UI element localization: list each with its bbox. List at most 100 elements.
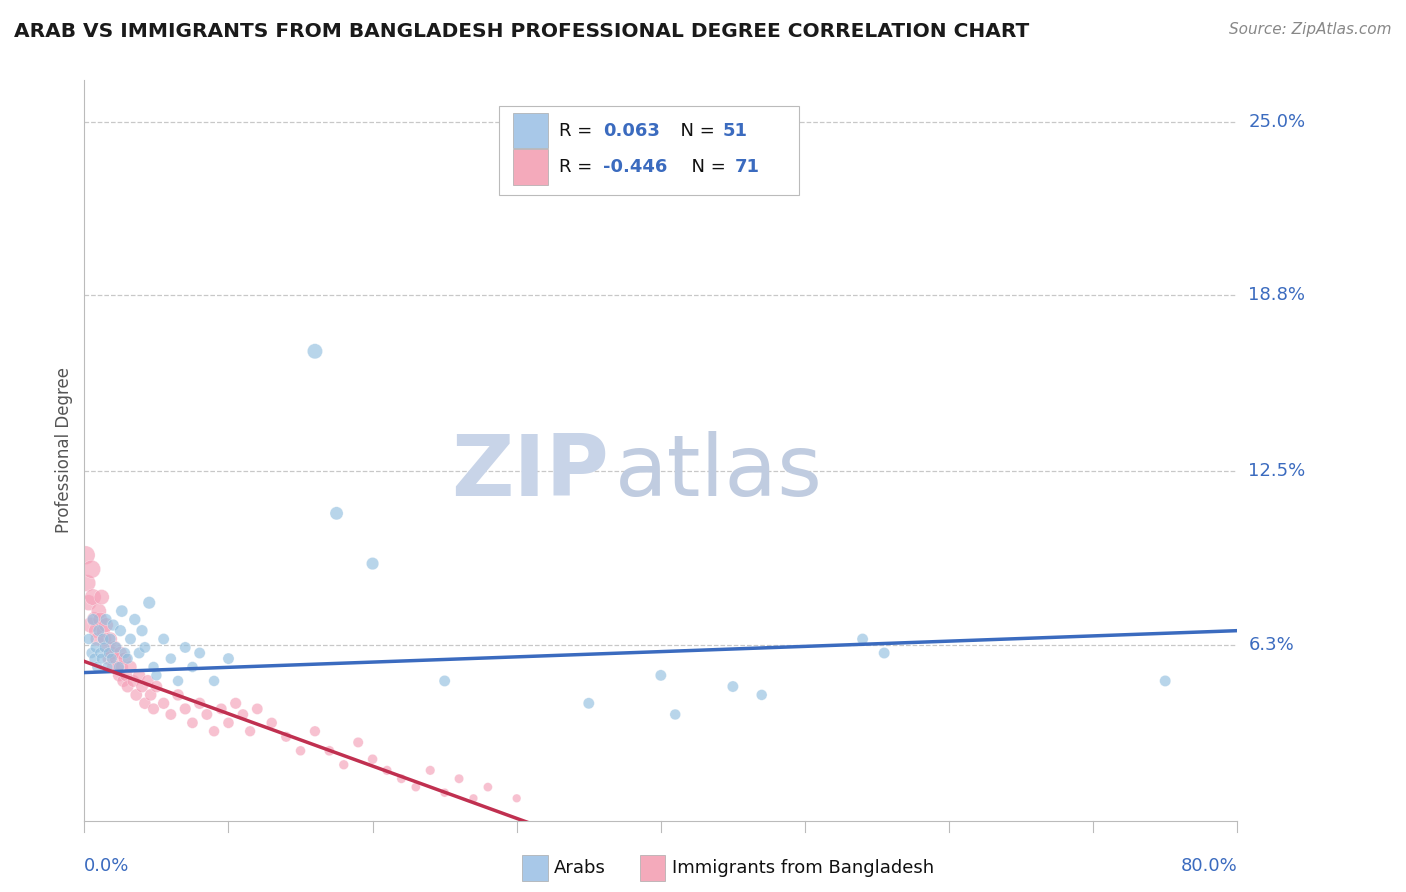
Point	[325, 506, 347, 520]
Point	[181, 715, 204, 730]
Point	[650, 668, 672, 682]
Point	[375, 764, 398, 778]
Point	[239, 724, 262, 739]
Point	[110, 646, 132, 660]
Text: 0.063: 0.063	[603, 121, 659, 140]
Point	[110, 624, 132, 638]
Point	[181, 660, 204, 674]
Point	[114, 651, 136, 665]
Point	[97, 646, 120, 660]
Point	[852, 632, 875, 646]
Text: -0.446: -0.446	[603, 158, 668, 176]
Point	[506, 791, 529, 805]
Point	[128, 646, 150, 660]
Point	[105, 651, 128, 665]
Point	[108, 668, 131, 682]
Point	[100, 646, 122, 660]
Point	[122, 673, 145, 688]
Point	[98, 632, 121, 646]
Point	[232, 707, 254, 722]
Text: Source: ZipAtlas.com: Source: ZipAtlas.com	[1229, 22, 1392, 37]
Point	[202, 673, 225, 688]
Point	[114, 646, 136, 660]
Point	[477, 780, 499, 794]
Point	[89, 612, 111, 626]
Point	[83, 651, 105, 665]
Text: 51: 51	[723, 121, 748, 140]
Point	[276, 730, 298, 744]
Point	[318, 744, 340, 758]
Y-axis label: Professional Degree: Professional Degree	[55, 368, 73, 533]
Point	[578, 696, 600, 710]
Point	[290, 744, 312, 758]
Point	[107, 660, 129, 674]
Text: N =: N =	[669, 121, 720, 140]
Point	[117, 680, 139, 694]
Point	[94, 618, 117, 632]
Point	[90, 590, 112, 604]
Point	[124, 612, 146, 626]
Point	[139, 688, 162, 702]
Point	[202, 724, 225, 739]
Point	[260, 715, 283, 730]
Point	[83, 612, 105, 626]
Point	[131, 624, 153, 638]
Point	[463, 791, 485, 805]
Point	[120, 632, 142, 646]
Point	[84, 640, 107, 655]
Point	[142, 702, 165, 716]
Point	[125, 688, 148, 702]
Point	[91, 624, 114, 638]
Point	[82, 612, 104, 626]
Text: Immigrants from Bangladesh: Immigrants from Bangladesh	[672, 859, 935, 877]
FancyBboxPatch shape	[513, 149, 548, 185]
Point	[138, 596, 160, 610]
Point	[103, 618, 124, 632]
Point	[128, 668, 150, 682]
Text: ZIP: ZIP	[451, 431, 609, 514]
Point	[152, 696, 174, 710]
FancyBboxPatch shape	[499, 106, 799, 195]
Point	[87, 604, 110, 618]
Point	[347, 735, 370, 749]
Point	[142, 660, 165, 674]
Point	[209, 702, 232, 716]
Point	[98, 632, 121, 646]
Point	[131, 680, 153, 694]
Text: N =: N =	[681, 158, 733, 176]
Text: ARAB VS IMMIGRANTS FROM BANGLADESH PROFESSIONAL DEGREE CORRELATION CHART: ARAB VS IMMIGRANTS FROM BANGLADESH PROFE…	[14, 22, 1029, 41]
Point	[96, 660, 118, 674]
Point	[93, 632, 115, 646]
Point	[134, 696, 156, 710]
Point	[108, 660, 131, 674]
Point	[80, 562, 103, 576]
Point	[751, 688, 773, 702]
Point	[80, 646, 103, 660]
Point	[145, 668, 167, 682]
Point	[664, 707, 686, 722]
Text: 0.0%: 0.0%	[84, 857, 129, 875]
Point	[103, 660, 124, 674]
Point	[304, 724, 326, 739]
Point	[721, 680, 744, 694]
Point	[82, 590, 104, 604]
Point	[873, 646, 896, 660]
Text: 71: 71	[734, 158, 759, 176]
Point	[246, 702, 269, 716]
Point	[188, 646, 211, 660]
Point	[115, 668, 138, 682]
Point	[160, 707, 183, 722]
Point	[218, 715, 240, 730]
Point	[136, 673, 159, 688]
Point	[218, 651, 240, 665]
Point	[96, 640, 118, 655]
Point	[145, 680, 167, 694]
Text: 12.5%: 12.5%	[1249, 462, 1306, 481]
Point	[152, 632, 174, 646]
Point	[361, 557, 384, 571]
Point	[134, 640, 156, 655]
Point	[419, 764, 441, 778]
Point	[433, 786, 456, 800]
Point	[76, 576, 98, 591]
Point	[79, 618, 101, 632]
